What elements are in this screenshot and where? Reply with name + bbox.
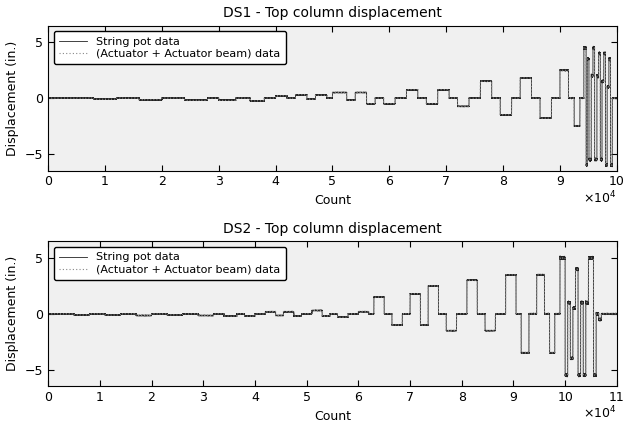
String pot data: [270, 309, 278, 314]
Legend: String pot data, (Actuator + Actuator beam) data: String pot data, (Actuator + Actuator be…: [54, 247, 286, 280]
(Actuator + Actuator beam) data: [613, 96, 621, 101]
String pot data: [433, 283, 440, 288]
(Actuator + Actuator beam) data: [44, 311, 52, 317]
String pot data: [529, 96, 537, 101]
(Actuator + Actuator beam) data: [249, 314, 256, 319]
Text: $\times10^4$: $\times10^4$: [583, 190, 617, 206]
String pot data: [361, 90, 369, 95]
String pot data: [566, 301, 574, 306]
(Actuator + Actuator beam) data: [366, 311, 374, 317]
String pot data: [613, 311, 621, 316]
(Actuator + Actuator beam) data: [599, 311, 607, 316]
(Actuator + Actuator beam) data: [44, 96, 52, 101]
String pot data: [244, 95, 251, 100]
Line: String pot data: String pot data: [48, 46, 617, 167]
String pot data: [163, 96, 171, 101]
Y-axis label: Displacement (in.): Displacement (in.): [6, 256, 20, 372]
Legend: String pot data, (Actuator + Actuator beam) data: String pot data, (Actuator + Actuator be…: [54, 31, 286, 64]
Line: String pot data: String pot data: [48, 256, 617, 377]
(Actuator + Actuator beam) data: [557, 68, 565, 73]
(Actuator + Actuator beam) data: [587, 255, 594, 260]
Title: DS2 - Top column displacement: DS2 - Top column displacement: [223, 222, 442, 236]
X-axis label: Count: Count: [314, 410, 351, 423]
(Actuator + Actuator beam) data: [418, 323, 426, 328]
String pot data: [44, 311, 52, 317]
String pot data: [590, 44, 598, 49]
String pot data: [187, 97, 194, 103]
(Actuator + Actuator beam) data: [582, 163, 590, 168]
X-axis label: Count: Count: [314, 194, 351, 207]
Y-axis label: Displacement (in.): Displacement (in.): [6, 40, 20, 156]
String pot data: [398, 96, 406, 101]
String pot data: [608, 164, 616, 169]
(Actuator + Actuator beam) data: [319, 93, 326, 98]
(Actuator + Actuator beam) data: [437, 87, 445, 92]
String pot data: [575, 375, 582, 380]
String pot data: [283, 309, 291, 314]
String pot data: [613, 95, 621, 100]
(Actuator + Actuator beam) data: [575, 123, 583, 128]
String pot data: [221, 314, 228, 319]
(Actuator + Actuator beam) data: [581, 45, 589, 50]
(Actuator + Actuator beam) data: [129, 311, 136, 316]
(Actuator + Actuator beam) data: [592, 373, 599, 378]
(Actuator + Actuator beam) data: [613, 311, 621, 316]
(Actuator + Actuator beam) data: [572, 124, 579, 129]
(Actuator + Actuator beam) data: [312, 308, 320, 313]
(Actuator + Actuator beam) data: [156, 97, 163, 102]
Title: DS1 - Top column displacement: DS1 - Top column displacement: [223, 6, 442, 20]
Text: $\times10^4$: $\times10^4$: [583, 405, 617, 422]
String pot data: [44, 96, 52, 101]
Line: (Actuator + Actuator beam) data: (Actuator + Actuator beam) data: [48, 258, 617, 375]
String pot data: [410, 291, 418, 296]
String pot data: [557, 253, 564, 258]
Line: (Actuator + Actuator beam) data: (Actuator + Actuator beam) data: [48, 48, 617, 165]
